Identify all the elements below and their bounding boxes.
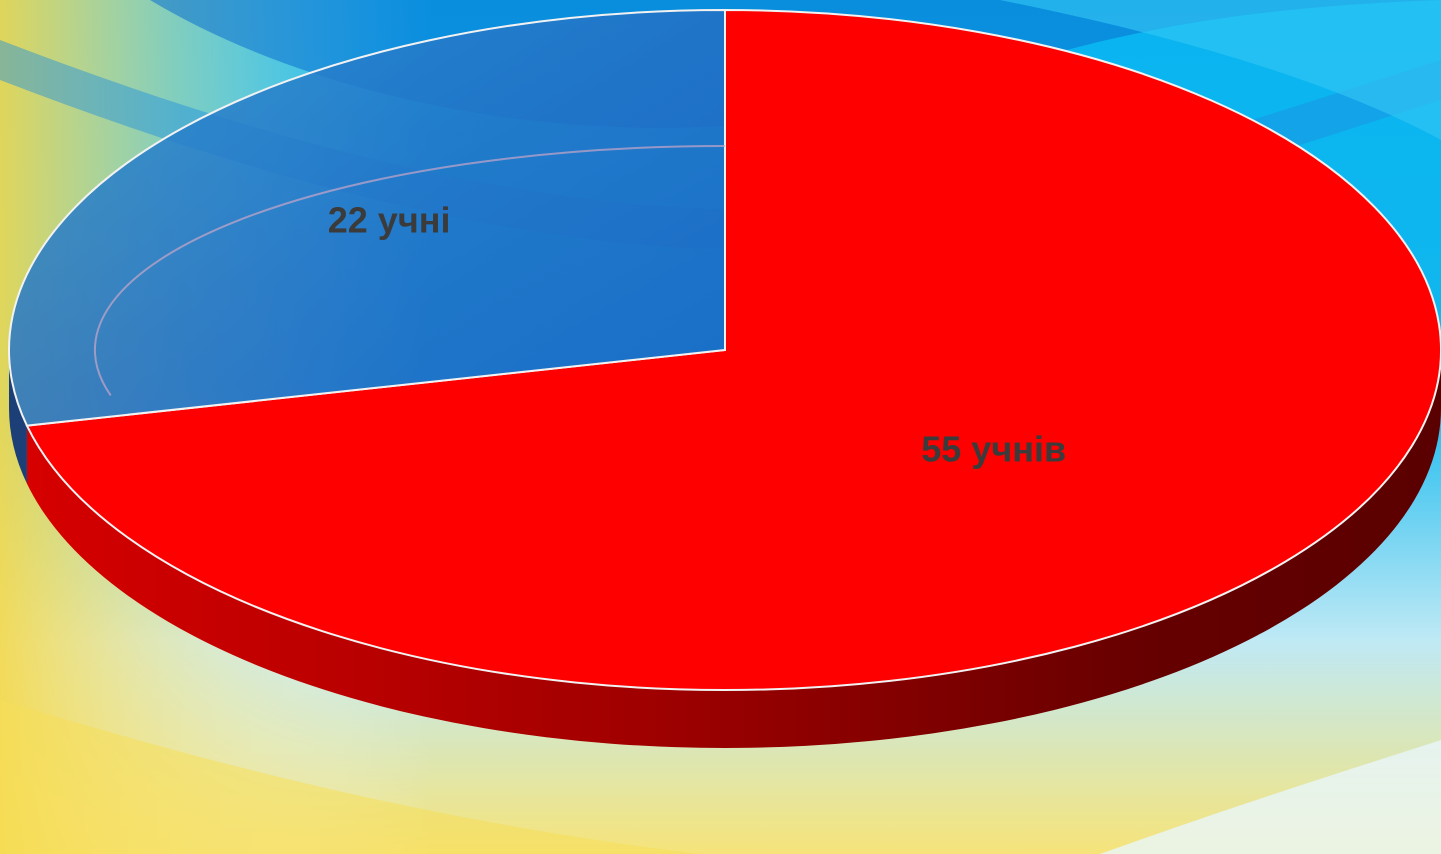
pie-slice-1 — [8, 8, 726, 427]
pie-slice-0 — [25, 8, 1441, 691]
pie-side-1 — [8, 350, 27, 484]
pie-slice-highlight — [93, 145, 726, 396]
pie-top — [8, 8, 1441, 691]
slice-label-0: 55 учнів — [921, 428, 1066, 469]
pie-labels: 55 учнів 22 учні — [328, 199, 1066, 469]
slice-label-1: 22 учні — [328, 199, 451, 240]
